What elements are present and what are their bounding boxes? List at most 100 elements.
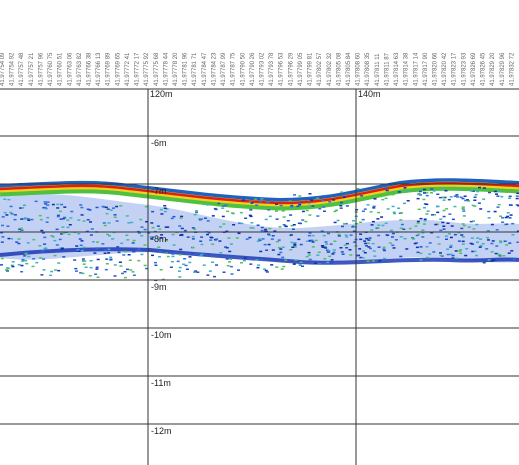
speckle (333, 221, 337, 224)
speckle (430, 231, 434, 234)
speckle (515, 197, 519, 200)
speckle (77, 250, 81, 252)
speckle (279, 248, 283, 250)
speckle (439, 218, 443, 220)
speckle (278, 226, 282, 228)
speckle (511, 222, 515, 225)
speckle (178, 266, 182, 269)
speckle (438, 196, 442, 199)
speckle (320, 245, 324, 247)
speckle (88, 275, 92, 277)
speckle (327, 251, 331, 253)
coordinate-label: 41.97814 63 (394, 52, 400, 86)
speckle (159, 237, 163, 239)
speckle (490, 251, 494, 253)
speckle (1, 216, 5, 218)
speckle (476, 241, 479, 243)
speckle (473, 196, 477, 198)
speckle (75, 270, 78, 272)
speckle (493, 190, 497, 193)
coordinate-label: 41.97790 26 (250, 52, 256, 86)
speckle (258, 239, 262, 242)
speckle (432, 251, 436, 253)
speckle (228, 261, 231, 263)
speckle (405, 248, 409, 250)
speckle (207, 232, 211, 234)
speckle (473, 199, 477, 201)
speckle (423, 220, 427, 222)
speckle (193, 213, 197, 216)
speckle (39, 218, 43, 221)
coordinate-label: 41.97805 08 (336, 52, 342, 86)
speckle (166, 255, 170, 258)
speckle (475, 254, 479, 257)
speckle (399, 236, 403, 238)
speckle (482, 198, 486, 200)
speckle (326, 261, 330, 264)
speckle (7, 237, 11, 240)
speckle (7, 267, 11, 270)
speckle (290, 206, 294, 208)
coordinate-label: 41.97760 51 (58, 52, 64, 86)
speckle (359, 221, 363, 223)
speckle (442, 215, 446, 218)
speckle (237, 269, 240, 271)
speckle (56, 207, 60, 209)
speckle (344, 193, 348, 196)
speckle (131, 271, 135, 273)
speckle (116, 246, 120, 248)
coordinate-label: 41.97829 96 (500, 52, 506, 86)
speckle (383, 249, 386, 252)
speckle (206, 274, 210, 276)
speckle (226, 210, 230, 213)
coordinate-label: 41.97769 65 (115, 52, 121, 86)
speckle (360, 195, 364, 197)
speckle (282, 216, 286, 218)
speckle (89, 234, 93, 236)
coordinate-label: 41.97763 06 (67, 52, 73, 86)
speckle (417, 193, 421, 196)
coordinate-label: 41.97823 17 (452, 52, 458, 86)
speckle (353, 241, 357, 243)
speckle (359, 238, 363, 241)
speckle (170, 217, 174, 220)
speckle (454, 250, 458, 252)
speckle (228, 250, 232, 253)
speckle (425, 256, 429, 259)
speckle (179, 217, 183, 219)
speckle (363, 208, 367, 210)
speckle (140, 226, 144, 228)
speckle (32, 238, 36, 241)
speckle (337, 235, 341, 237)
speckle (391, 232, 395, 235)
speckle (129, 269, 133, 271)
speckle (368, 237, 372, 239)
speckle (386, 208, 390, 210)
speckle (229, 243, 233, 245)
speckle (126, 239, 130, 241)
coordinate-label: 41.97811 87 (384, 52, 390, 86)
speckle (356, 188, 360, 190)
speckle (470, 190, 473, 192)
speckle (447, 198, 451, 201)
speckle (17, 242, 21, 245)
speckle (479, 238, 483, 240)
speckle (462, 215, 466, 217)
speckle (265, 249, 269, 251)
speckle (229, 265, 233, 268)
speckle (130, 248, 134, 251)
speckle (5, 214, 9, 216)
speckle (464, 199, 468, 202)
speckle (30, 218, 34, 221)
speckle (137, 232, 141, 234)
speckle (182, 263, 186, 265)
speckle (486, 237, 490, 239)
speckle (323, 210, 326, 212)
speckle (259, 250, 263, 253)
speckle (493, 210, 497, 213)
speckle (221, 215, 225, 218)
coordinate-label: 41.97796 29 (288, 52, 294, 86)
speckle (307, 234, 311, 237)
speckle (265, 271, 269, 273)
speckle (461, 240, 465, 243)
